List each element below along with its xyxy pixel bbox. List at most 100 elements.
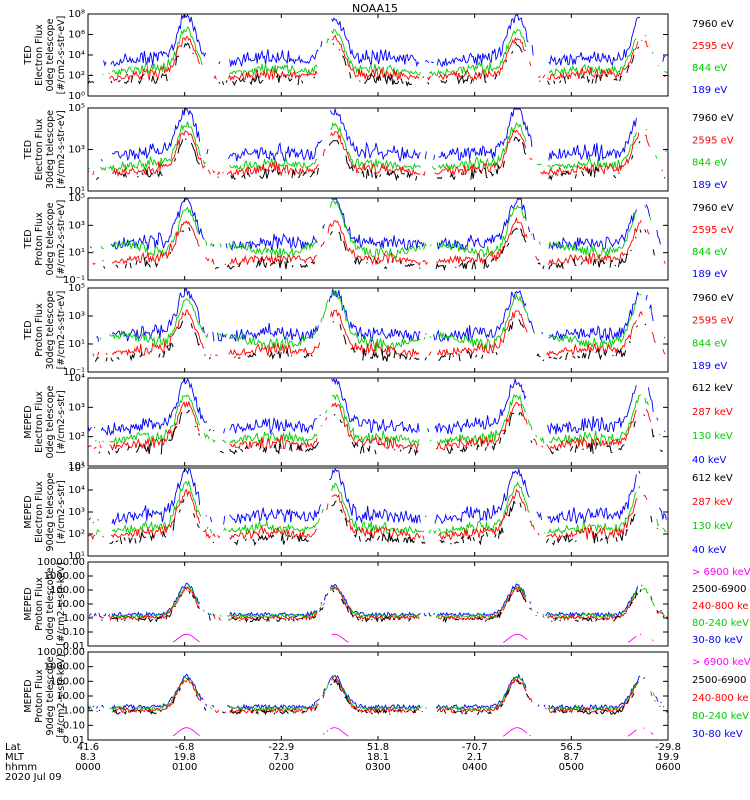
series-line-844-ev xyxy=(88,291,668,350)
y-tick-label: 10⁵ xyxy=(68,193,85,204)
y-tick-label: 10⁵ xyxy=(68,283,85,294)
y-tick-label: 10¹ xyxy=(68,551,85,562)
legend-entry: 189 eV xyxy=(692,269,727,280)
series-line-287-kev xyxy=(87,488,666,541)
y-tick-label: 1000.00 xyxy=(44,571,85,582)
panel-frame xyxy=(87,197,669,281)
y-tick-label: 10000.00 xyxy=(37,557,85,568)
y-axis-label: MEPED xyxy=(23,587,34,620)
legend-entry: 130 keV xyxy=(692,431,733,442)
y-axis-label: 0deg telescope xyxy=(45,567,56,640)
x-tick-label: 51.8 xyxy=(367,742,389,753)
y-axis-label: 0deg telescope xyxy=(45,385,56,458)
y-axis-label: Electron Flux xyxy=(34,24,45,86)
y-tick-label: 10³ xyxy=(68,507,85,518)
panel-2: 10¹ 10³ 10⁵ TED Electron Flux 30deg telescope… xyxy=(23,103,734,197)
y-tick-label: 10² xyxy=(68,529,85,540)
legend-entry: 240-800 ke xyxy=(692,693,749,704)
series-line-40-kev xyxy=(88,467,667,525)
y-tick-label: 1.00 xyxy=(63,706,85,717)
y-tick-label: 10.00 xyxy=(56,599,85,610)
panel-4: 10⁻¹ 10¹ 10³ 10⁵ TED Proton Flux 30deg telesco… xyxy=(23,283,734,378)
panel-3: 10⁻¹ 10¹ 10³ 10⁵ TED Proton Flux 0deg telescop… xyxy=(23,193,734,286)
y-tick-label: 0.01 xyxy=(63,735,85,746)
y-tick-label: 10³ xyxy=(68,145,85,156)
y-tick-label: 1000.00 xyxy=(44,662,85,673)
y-tick-label: 10.00 xyxy=(56,691,85,702)
x-tick-label: 0500 xyxy=(559,762,584,773)
legend-entry: 2595 eV xyxy=(692,41,734,52)
series-line-844-ev xyxy=(89,26,668,78)
y-tick-label: 10¹ xyxy=(68,186,85,197)
y-axis-label: Electron Flux xyxy=(34,118,45,180)
y-tick-label: 10³ xyxy=(68,402,85,413)
x-tick-label: 8.3 xyxy=(80,752,96,763)
x-tick-label: -6.8 xyxy=(175,742,195,753)
legend-entry: 30-80 keV xyxy=(692,635,743,646)
legend-entry: 844 eV xyxy=(692,247,727,258)
y-axis-label: 90deg telescope xyxy=(45,472,56,551)
legend-entry: 844 eV xyxy=(692,338,727,349)
panel-frame xyxy=(87,467,669,557)
series-line-189-ev xyxy=(103,14,666,68)
y-tick-label: 10⁸ xyxy=(68,9,85,20)
x-tick-label: -29.8 xyxy=(655,742,681,753)
legend-entry: 287 keV xyxy=(692,407,733,418)
y-tick-label: 0.01 xyxy=(63,641,85,652)
legend-entry: 2500-6900 xyxy=(692,675,747,686)
legend-entry: 7960 eV xyxy=(692,19,734,30)
series-line-612-kev xyxy=(110,499,666,544)
panel-7: 0.01 0.10 1.00 10.00 100.00 1000.00 10000.00 ME… xyxy=(23,557,750,652)
x-tick-label: 19.9 xyxy=(657,752,679,763)
series-line-844-ev xyxy=(93,201,667,259)
legend-entry: 844 eV xyxy=(692,158,727,169)
legend-entry: 2595 eV xyxy=(692,316,734,327)
legend-entry: > 6900 keV xyxy=(692,657,750,668)
legend-entry: 189 eV xyxy=(692,361,727,372)
y-tick-label: 10¹ xyxy=(68,461,85,472)
y-axis-label: TED xyxy=(23,45,34,65)
y-tick-label: 10⁵ xyxy=(68,463,85,474)
y-tick-label: 10³ xyxy=(68,311,85,322)
y-axis-label: [#/cm2-s-str-eV] xyxy=(56,16,67,95)
legend-entry: 2500-6900 xyxy=(692,584,747,595)
y-axis-label: MEPED xyxy=(23,679,34,712)
x-row-label: MLT xyxy=(5,752,25,763)
legend-entry: 30-80 keV xyxy=(692,729,743,740)
y-tick-label: 10000.00 xyxy=(37,647,85,658)
panel-6: 10¹ 10² 10³ 10⁴ 10⁵ MEPED Electron Flux 90deg t… xyxy=(23,463,733,562)
panel-1: 10⁰ 10² 10⁴ 10⁶ 10⁸ TED Electron Flux 0deg tele… xyxy=(23,9,734,102)
y-tick-label: 0.10 xyxy=(63,720,85,731)
y-axis-label: MEPED xyxy=(23,405,34,438)
y-axis-label: 0deg telescope xyxy=(45,202,56,275)
y-axis-label: MEPED xyxy=(23,495,34,528)
y-tick-label: 10⁰ xyxy=(68,91,85,102)
y-tick-label: 10³ xyxy=(68,220,85,231)
y-tick-label: 100.00 xyxy=(50,676,85,687)
y-tick-label: 10⁴ xyxy=(68,373,85,384)
panel-frame xyxy=(87,107,669,192)
y-tick-label: 10² xyxy=(68,71,85,82)
series-line-30-80-kev xyxy=(88,675,666,710)
x-row-label: Lat xyxy=(5,742,21,753)
y-axis-label: 90deg telescope xyxy=(45,656,56,735)
x-tick-label: 56.5 xyxy=(560,742,582,753)
chart-title: NOAA15 xyxy=(352,2,398,15)
legend-entry: 240-800 ke xyxy=(692,601,749,612)
y-tick-label: 10⁻¹ xyxy=(63,367,85,378)
legend-entry: 130 keV xyxy=(692,521,733,532)
y-tick-label: 100.00 xyxy=(50,585,85,596)
series-line-2595-ev xyxy=(87,34,666,83)
series-line-130-kev xyxy=(95,395,667,444)
y-axis-label: TED xyxy=(23,140,34,160)
series-line-7960-ev xyxy=(96,136,666,182)
y-axis-label: Proton Flux xyxy=(34,212,45,266)
series-line-30-80-kev xyxy=(89,583,664,616)
y-tick-label: 0.10 xyxy=(63,627,85,638)
y-axis-label: Proton Flux xyxy=(34,303,45,357)
x-tick-label: 8.7 xyxy=(563,752,579,763)
legend-entry: 844 eV xyxy=(692,63,727,74)
legend-entry: 287 keV xyxy=(692,497,733,508)
x-tick-label: 41.6 xyxy=(77,742,99,753)
legend-entry: 7960 eV xyxy=(692,113,734,124)
